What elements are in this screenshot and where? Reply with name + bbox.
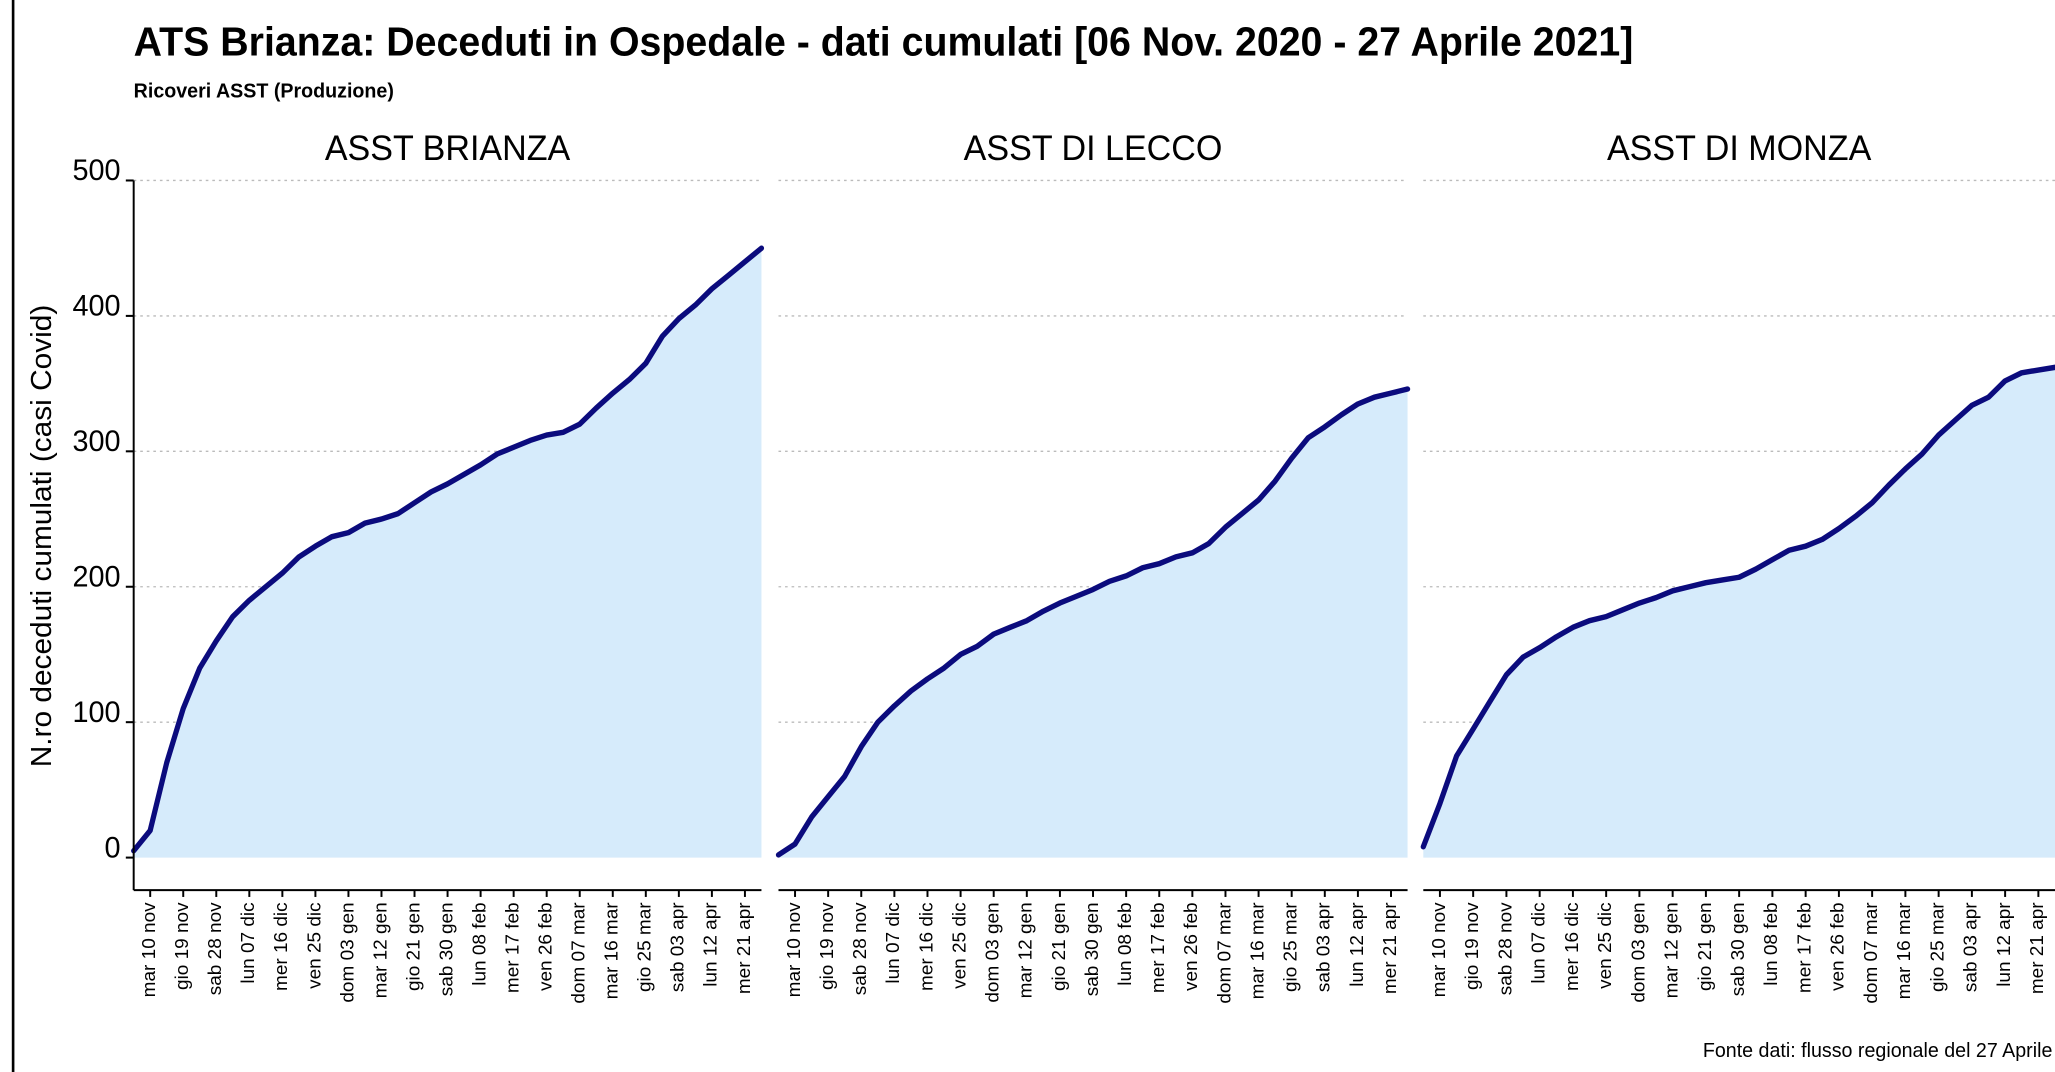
x-tick-label: ven 25 dic [949, 902, 970, 989]
panel-title: ASST DI LECCO [964, 129, 1223, 168]
x-tick-label: sab 03 apr [1960, 902, 1981, 992]
x-tick-label: mer 21 apr [733, 902, 754, 994]
x-tick-label: dom 03 gen [337, 902, 358, 1002]
x-tick-label: lun 12 apr [1993, 902, 2014, 986]
x-tick-label: lun 12 apr [1346, 902, 1367, 986]
x-tick-label: mar 10 nov [138, 902, 159, 998]
source-note: Fonte dati: flusso regionale del 27 Apri… [1703, 1040, 2053, 1062]
x-tick-label: sab 30 gen [436, 902, 457, 996]
x-tick-label: sab 30 gen [1081, 902, 1102, 996]
x-tick-label: mar 12 gen [370, 902, 391, 998]
x-tick-label: mar 10 nov [1428, 902, 1449, 998]
x-tick-label: gio 19 nov [171, 902, 192, 990]
line [775, 386, 1411, 858]
x-tick-label: dom 07 mar [1860, 902, 1881, 1003]
x-tick-label: sab 28 nov [204, 902, 225, 996]
x-tick-label: mer 16 dic [271, 902, 292, 991]
y-tick-label: 200 [72, 560, 120, 594]
x-tick-label: mar 16 mar [1894, 902, 1915, 999]
x-tick-label: dom 03 gen [982, 902, 1003, 1002]
x-tick-label: ven 26 feb [1827, 902, 1848, 991]
x-tick-label: sab 03 apr [1313, 902, 1334, 992]
x-tick-label: lun 12 apr [700, 902, 721, 986]
x-tick-label: mer 17 feb [502, 902, 523, 993]
x-tick-label: lun 07 dic [237, 902, 258, 983]
x-tick-label: mar 12 gen [1661, 902, 1682, 998]
x-tick-label: gio 21 gen [1048, 902, 1069, 991]
x-tick-label: gio 19 nov [1461, 902, 1482, 990]
x-tick-label: mer 21 apr [2027, 902, 2048, 994]
area [133, 248, 762, 858]
x-tick-label: lun 07 dic [883, 902, 904, 983]
area [778, 389, 1408, 858]
panel-title: ASST DI MONZA [1607, 129, 1872, 168]
subtitle: Ricoveri ASST (Produzione) [134, 80, 394, 102]
x-tick-label: mer 17 feb [1794, 902, 1815, 993]
x-tick-label: lun 08 feb [1114, 902, 1135, 985]
x-tick-label: mer 16 dic [916, 902, 937, 991]
x-tick-label: sab 03 apr [667, 902, 688, 992]
x-tick-label: ven 26 feb [535, 902, 556, 991]
x-tick-label: mar 16 mar [1247, 902, 1268, 999]
x-tick-label: gio 25 mar [1280, 902, 1301, 992]
x-tick-label: mer 17 feb [1147, 902, 1168, 993]
line [1420, 364, 2055, 850]
x-tick-label: mar 10 nov [783, 902, 804, 998]
y-tick-label: 500 [72, 154, 120, 188]
x-tick-label: mer 21 apr [1379, 902, 1400, 994]
x-tick-label: lun 08 feb [1761, 902, 1782, 985]
y-axis-label: N.ro deceduti cumulati (casi Covid) [25, 305, 57, 768]
x-tick-label: lun 07 dic [1528, 902, 1549, 983]
x-tick-label: mar 16 mar [601, 902, 622, 999]
panel-title: ASST BRIANZA [325, 129, 571, 168]
x-tick-label: mer 16 dic [1561, 902, 1582, 991]
x-tick-label: sab 30 gen [1727, 902, 1748, 996]
x-tick-label: gio 25 mar [1927, 902, 1948, 992]
y-tick-label: 100 [72, 695, 120, 729]
x-tick-label: gio 19 nov [816, 902, 837, 990]
x-tick-label: mar 12 gen [1015, 902, 1036, 998]
x-tick-label: sab 28 nov [1495, 902, 1516, 996]
y-tick-label: 0 [105, 831, 121, 865]
x-tick-label: ven 25 dic [1594, 902, 1615, 989]
x-tick-label: sab 28 nov [849, 902, 870, 996]
x-tick-label: dom 07 mar [568, 902, 589, 1003]
x-tick-label: ven 25 dic [304, 902, 325, 989]
y-tick-label: 400 [72, 289, 120, 323]
area [1423, 367, 2055, 858]
frame [11, 0, 15, 1072]
x-tick-label: dom 07 mar [1214, 902, 1235, 1003]
x-tick-label: gio 21 gen [1694, 902, 1715, 991]
line [131, 245, 765, 854]
x-tick-label: dom 03 gen [1628, 902, 1649, 1002]
x-tick-label: lun 08 feb [469, 902, 490, 985]
x-tick-label: gio 21 gen [403, 902, 424, 991]
y-tick-label: 300 [72, 425, 120, 459]
x-tick-label: ven 26 feb [1181, 902, 1202, 991]
chart-title: ATS Brianza: Deceduti in Ospedale - dati… [134, 20, 1634, 65]
x-tick-label: gio 25 mar [634, 902, 655, 992]
